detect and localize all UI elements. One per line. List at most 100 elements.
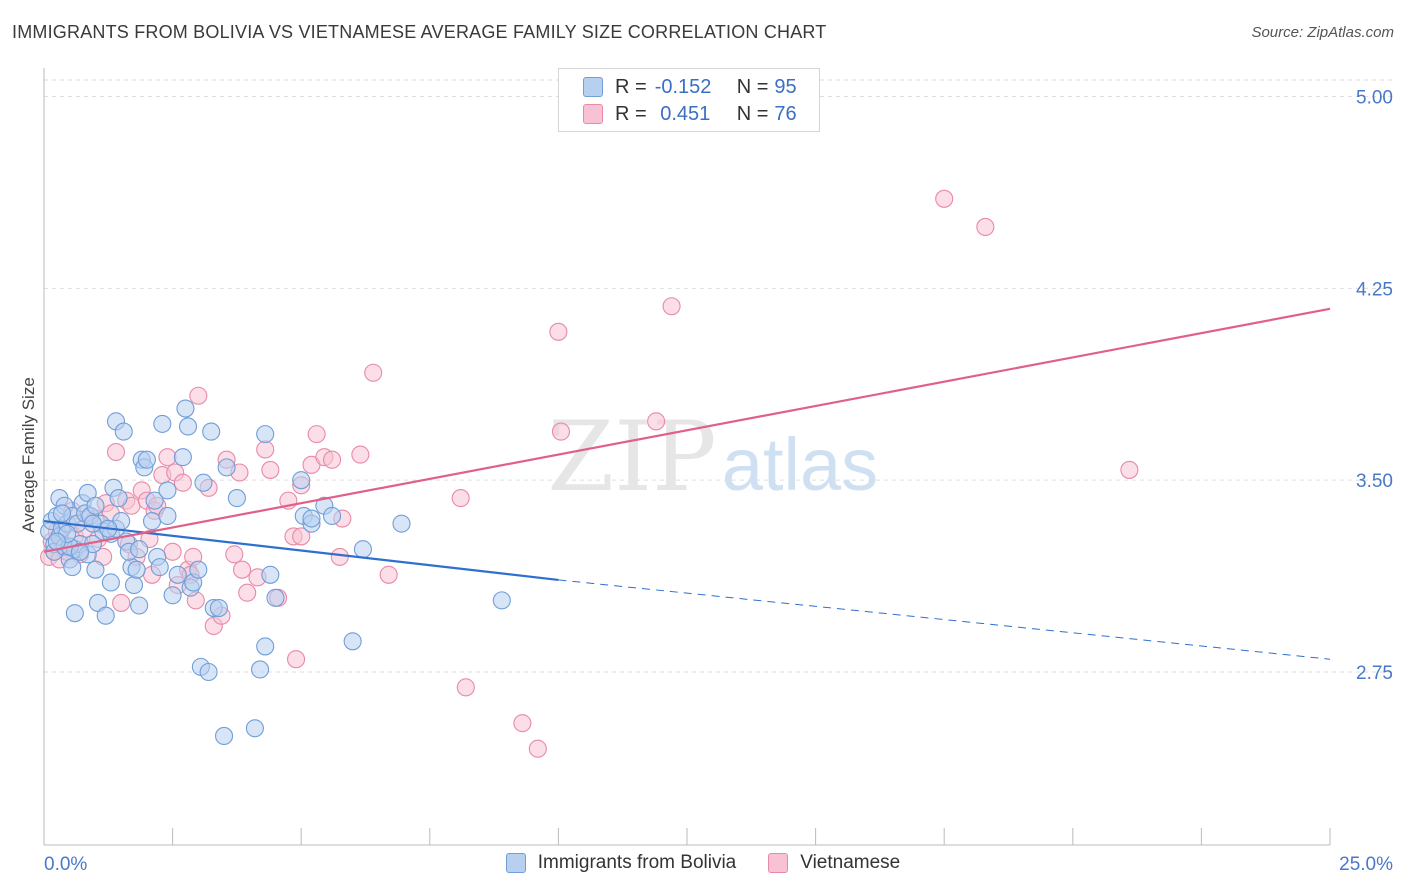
bolivia-point: [492, 591, 511, 610]
chart-title: IMMIGRANTS FROM BOLIVIA VS VIETNAMESE AV…: [12, 22, 827, 42]
vietnamese-point: [112, 593, 131, 612]
bolivia-point: [145, 491, 164, 510]
vietnamese-point: [451, 489, 470, 508]
bolivia-point: [250, 660, 270, 679]
bolivia-point: [214, 726, 234, 745]
legend-swatch-bolivia: [583, 77, 603, 97]
x-tick-label: 0.0%: [44, 854, 87, 875]
bolivia-point: [101, 573, 120, 592]
bolivia-point: [302, 509, 321, 528]
y-tick-label: 5.00: [1356, 88, 1393, 109]
y-tick-label: 3.50: [1356, 471, 1393, 492]
legend-r-value: 0.451: [654, 102, 711, 125]
bolivia-point: [217, 458, 236, 477]
vietnamese-point: [292, 527, 311, 546]
bolivia-point: [256, 637, 275, 656]
series-legend-bolivia: Immigrants from Bolivia: [505, 852, 737, 874]
bolivia-point: [261, 565, 280, 584]
legend-n-label: N =: [736, 75, 769, 98]
bolivia-point: [176, 399, 195, 418]
x-tick-label: 25.0%: [1339, 854, 1393, 875]
series-swatch-vietnamese: [768, 853, 789, 873]
bolivia-point: [256, 425, 275, 444]
legend-n-value: 95: [774, 75, 797, 98]
bolivia-point: [209, 599, 228, 618]
bolivia-point: [130, 540, 149, 559]
bolivia-point: [392, 514, 411, 533]
y-tick-label: 4.25: [1356, 279, 1393, 300]
vietnamese-point: [238, 583, 257, 602]
bolivia-point: [70, 542, 90, 561]
legend-n-label: N =: [736, 102, 769, 125]
bolivia-points: [40, 399, 511, 745]
bolivia-point: [63, 558, 82, 577]
bolivia-point: [194, 473, 213, 492]
legend-r-label: R =: [615, 102, 647, 125]
bolivia-point: [142, 512, 162, 531]
y-axis-label: Average Family Size: [19, 377, 38, 533]
bolivia-point: [127, 560, 146, 579]
bolivia-point: [245, 719, 264, 738]
bolivia-point: [227, 489, 246, 508]
vietnamese-point: [330, 547, 349, 566]
bolivia-point: [168, 565, 187, 584]
vietnamese-point: [351, 445, 370, 464]
series-label-vietnamese: Vietnamese: [800, 852, 901, 873]
legend-r-value: -0.152: [654, 75, 712, 98]
bolivia-point: [137, 450, 156, 469]
vietnamese-point: [379, 565, 398, 584]
bolivia-point: [189, 560, 208, 579]
legend-n-value: 76: [774, 102, 797, 125]
vietnamese-point: [528, 739, 547, 758]
bolivia-trend-line: [43, 519, 559, 582]
bolivia-point: [65, 604, 84, 623]
bolivia-point: [83, 514, 102, 533]
vietnamese-point: [307, 425, 326, 444]
watermark-zip: ZIP: [547, 401, 716, 513]
bolivia-point: [124, 575, 144, 595]
vietnamese-point: [647, 412, 666, 431]
bolivia-point: [153, 414, 172, 433]
vietnamese-point: [232, 560, 252, 579]
bolivia-point: [158, 506, 177, 526]
bolivia-point: [163, 586, 182, 605]
vietnamese-trend-line: [43, 307, 1331, 553]
vietnamese-point: [364, 363, 383, 382]
watermark: ZIP atlas: [547, 401, 878, 513]
bolivia-point: [158, 481, 177, 500]
bolivia-point: [266, 588, 285, 607]
bolivia-point: [150, 558, 169, 577]
bolivia-point: [202, 422, 221, 441]
vietnamese-point: [163, 542, 182, 561]
bolivia-point: [323, 506, 342, 526]
vietnamese-point: [256, 440, 275, 459]
bolivia-point: [86, 560, 105, 579]
legend-swatch-vietnamese: [583, 104, 603, 124]
bolivia-trend-extension: [558, 579, 1331, 660]
vietnamese-point: [935, 189, 954, 208]
bolivia-point: [343, 632, 362, 651]
vietnamese-point: [323, 450, 342, 469]
legend-row-vietnamese: R = 0.451 N = 76: [583, 102, 797, 126]
vietnamese-point: [287, 650, 306, 669]
vietnamese-point: [662, 297, 681, 316]
vietnamese-point: [225, 545, 244, 564]
vietnamese-point: [158, 448, 177, 467]
y-tick-label: 2.75: [1356, 663, 1393, 684]
tick-labels: 2.75 3.50 4.25 5.00 0.0% 25.0%: [44, 88, 1393, 876]
legend-r-label: R =: [615, 75, 647, 98]
series-legend-vietnamese: Vietnamese: [768, 852, 900, 874]
bolivia-point: [109, 489, 128, 508]
series-legend: Immigrants from Bolivia Vietnamese: [0, 852, 1406, 874]
vietnamese-point: [456, 678, 475, 697]
bolivia-point: [96, 606, 115, 625]
vietnamese-point: [261, 460, 280, 479]
bolivia-point: [52, 504, 72, 523]
series-label-bolivia: Immigrants from Bolivia: [537, 852, 737, 873]
bolivia-point: [86, 496, 105, 515]
bolivia-point: [292, 471, 311, 490]
bolivia-point: [114, 422, 133, 441]
bolivia-point: [130, 596, 149, 615]
vietnamese-point: [189, 386, 208, 405]
